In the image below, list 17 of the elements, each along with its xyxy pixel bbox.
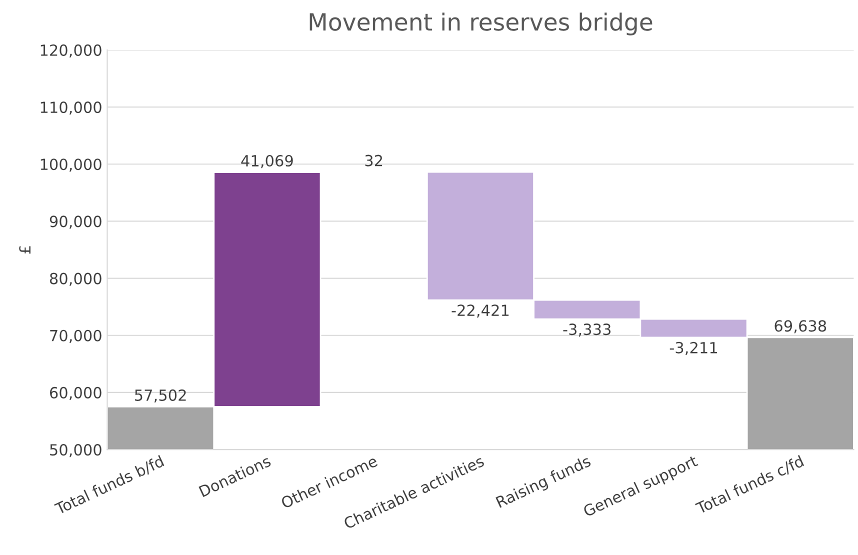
chart-title: Movement in reserves bridge [310,12,652,36]
y-tick-label: 110,000 [40,102,102,115]
y-tick-label: 120,000 [40,44,102,58]
data-label: 32 [365,154,382,166]
data-label: 41,069 [241,154,293,168]
y-tick-label: 70,000 [50,330,102,343]
y-axis-title: £ [19,246,30,254]
y-tick-label: 90,000 [50,216,102,229]
data-label: -3,333 [563,324,611,337]
y-tick-label: 80,000 [50,272,102,286]
data-label: -22,421 [452,304,509,318]
data-label: 57,502 [135,389,186,403]
data-label: -3,211 [670,342,717,355]
y-tick-label: 50,000 [50,444,102,458]
y-tick-label: 100,000 [40,158,102,172]
data-label: 69,638 [774,320,826,334]
y-tick-label: 60,000 [50,386,102,400]
